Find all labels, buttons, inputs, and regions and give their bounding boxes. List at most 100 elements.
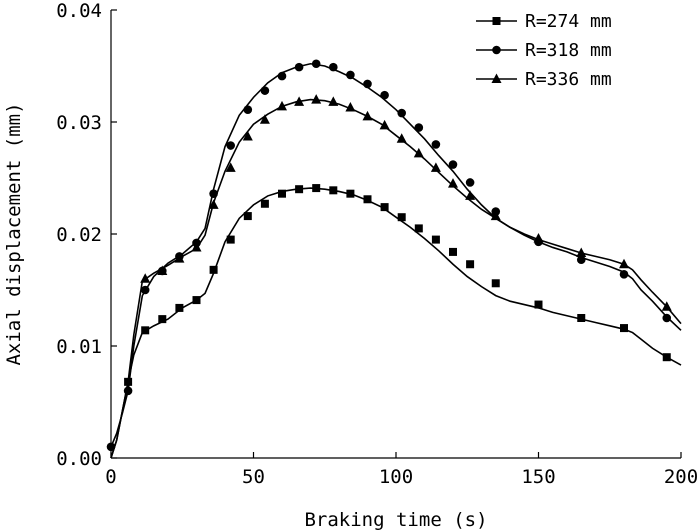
- data-point: [448, 178, 458, 188]
- data-point: [362, 110, 373, 121]
- data-point: [345, 101, 356, 112]
- data-point: [311, 94, 322, 104]
- legend-item: R=336 mm: [476, 69, 612, 90]
- data-point: [174, 253, 185, 263]
- data-point: [175, 303, 184, 312]
- x-tick-label: 0: [105, 466, 116, 488]
- data-point: [294, 96, 305, 106]
- data-point: [620, 324, 628, 333]
- data-point: [380, 90, 389, 100]
- data-point: [448, 160, 458, 169]
- data-point: [294, 62, 304, 72]
- data-point: [431, 140, 441, 149]
- data-point: [311, 59, 321, 69]
- legend-marker: [492, 17, 501, 25]
- data-point: [242, 131, 253, 141]
- y-axis-title: Axial displacement (mm): [3, 102, 25, 365]
- data-point: [449, 247, 457, 256]
- data-point: [380, 203, 389, 212]
- data-point: [534, 300, 543, 309]
- x-tick-label: 100: [379, 466, 413, 488]
- legend-marker: [491, 73, 502, 83]
- data-point: [329, 62, 338, 72]
- data-point: [465, 190, 476, 200]
- data-point: [260, 199, 269, 208]
- data-point: [396, 133, 407, 143]
- data-point: [431, 235, 440, 244]
- data-point: [295, 185, 304, 194]
- data-point: [312, 184, 321, 193]
- data-point: [576, 247, 587, 258]
- data-point: [226, 235, 235, 244]
- data-point: [226, 141, 235, 150]
- data-point: [661, 301, 672, 311]
- data-point: [379, 119, 390, 130]
- legend-item: R=274 mm: [476, 11, 612, 32]
- x-tick-label: 200: [664, 466, 698, 488]
- data-point: [346, 70, 355, 80]
- data-point: [259, 114, 270, 124]
- series-line: [110, 187, 682, 459]
- data-point: [192, 296, 201, 305]
- data-point: [662, 353, 671, 362]
- data-point: [363, 79, 372, 89]
- data-point: [619, 258, 629, 269]
- data-point: [208, 199, 219, 209]
- legend-label: R=274 mm: [525, 11, 612, 32]
- series-square: [110, 184, 682, 459]
- data-point: [397, 108, 407, 118]
- y-ticks: 0.00 0.01 0.02 0.03 0.04: [56, 0, 117, 470]
- data-point: [277, 100, 287, 111]
- legend-label: R=318 mm: [525, 40, 612, 61]
- series-line: [110, 98, 682, 459]
- data-point: [414, 224, 423, 233]
- x-tick-label: 150: [521, 466, 555, 488]
- legend-item: R=318 mm: [476, 40, 612, 61]
- legend-label: R=336 mm: [525, 69, 612, 90]
- data-point: [329, 186, 338, 195]
- data-point: [278, 189, 286, 198]
- data-point: [191, 241, 202, 252]
- data-point: [209, 265, 218, 274]
- data-point: [465, 178, 475, 187]
- axes: 0 50 100 150 200 0.00 0.01 0.02 0.03 0.04: [56, 0, 698, 488]
- data-point: [140, 285, 150, 295]
- series-circle: [106, 59, 682, 452]
- data-point: [413, 147, 424, 158]
- data-point: [158, 315, 167, 324]
- data-point: [490, 210, 501, 221]
- data-point: [662, 313, 672, 323]
- data-point: [157, 265, 168, 275]
- y-tick-label: 0.02: [56, 224, 102, 246]
- data-point: [328, 96, 339, 106]
- y-tick-label: 0.00: [56, 448, 102, 470]
- data-point: [243, 105, 253, 114]
- data-point: [225, 162, 236, 172]
- data-point: [277, 71, 287, 81]
- x-ticks: 0 50 100 150 200: [105, 452, 698, 488]
- data-point: [466, 260, 475, 269]
- y-tick-label: 0.01: [56, 336, 102, 358]
- y-tick-label: 0.03: [56, 112, 102, 134]
- legend-marker: [492, 45, 501, 55]
- data-point: [491, 279, 500, 288]
- y-tick-label: 0.04: [56, 0, 102, 22]
- x-tick-label: 50: [242, 466, 265, 488]
- data-point: [243, 212, 252, 221]
- data-point: [430, 162, 441, 172]
- data-point: [414, 123, 424, 132]
- data-point: [363, 195, 372, 204]
- series-line: [110, 62, 682, 448]
- data-point: [346, 189, 355, 198]
- plot-series: [106, 59, 682, 459]
- data-point: [397, 213, 406, 222]
- data-point: [260, 86, 270, 95]
- data-point: [140, 273, 151, 283]
- x-axis-title: Braking time (s): [304, 509, 487, 531]
- data-point: [577, 314, 586, 322]
- data-point: [533, 232, 544, 243]
- data-point: [619, 270, 629, 279]
- legend: R=274 mm R=318 mm R=336 mm: [476, 11, 612, 90]
- data-point: [141, 326, 150, 335]
